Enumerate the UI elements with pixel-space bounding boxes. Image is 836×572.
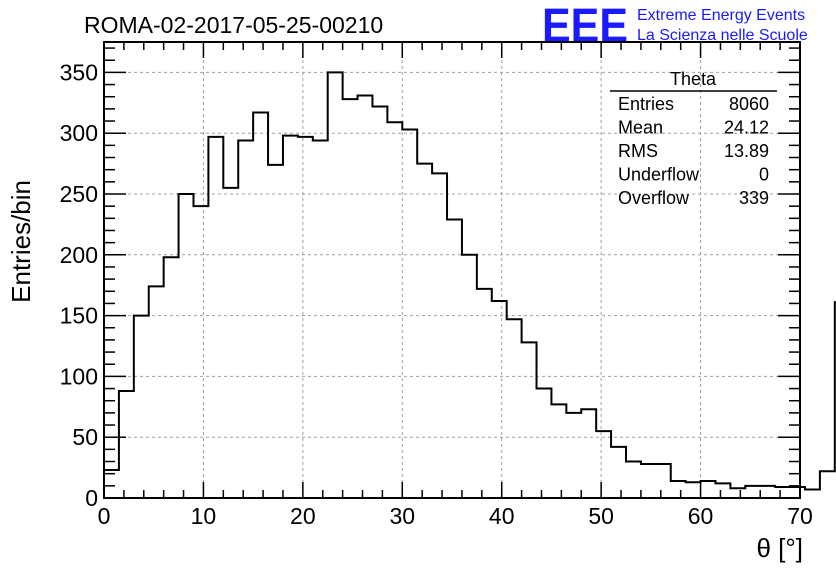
histogram bbox=[103, 71, 836, 498]
histogram-bin bbox=[328, 72, 343, 498]
histogram-bin bbox=[656, 464, 671, 498]
x-tick-label: 40 bbox=[489, 503, 515, 529]
histogram-bin bbox=[522, 342, 537, 498]
histogram-bin bbox=[730, 488, 745, 498]
y-axis-label: Entries/bin bbox=[6, 180, 36, 303]
logo: EEE Extreme Energy Events La Scienza nel… bbox=[542, 0, 808, 53]
histogram-bin bbox=[193, 206, 208, 498]
logo-line-1: Extreme Energy Events bbox=[637, 7, 805, 24]
histogram-bin bbox=[208, 137, 223, 498]
histogram-bin bbox=[134, 316, 149, 498]
stats-value-rms: 13.89 bbox=[724, 141, 769, 161]
y-tick-label: 100 bbox=[60, 363, 98, 389]
histogram-bin bbox=[447, 220, 462, 498]
histogram-bin bbox=[745, 486, 760, 498]
histogram-bin bbox=[820, 471, 835, 498]
y-tick-label: 300 bbox=[60, 120, 98, 146]
histogram-bin bbox=[358, 96, 373, 498]
plot-frame bbox=[103, 41, 801, 499]
histogram-bin bbox=[238, 140, 253, 498]
x-tick-label: 60 bbox=[688, 503, 714, 529]
histogram-bin bbox=[492, 301, 507, 498]
histogram-bin bbox=[641, 464, 656, 498]
x-tick-labels: 0 10 20 30 40 50 60 70 bbox=[98, 503, 813, 529]
histogram-bin bbox=[387, 122, 402, 498]
stats-box: Theta Entries 8060 Mean 24.12 RMS 13.89 Underf… bbox=[610, 69, 777, 208]
histogram-bin bbox=[372, 106, 387, 498]
histogram-bin bbox=[343, 99, 358, 498]
histogram-bin bbox=[566, 413, 581, 498]
histogram-bin bbox=[701, 481, 716, 498]
stats-label-rms: RMS bbox=[618, 141, 658, 161]
histogram-bin bbox=[223, 188, 238, 498]
histogram-bin bbox=[715, 483, 730, 498]
histogram-bin bbox=[283, 136, 298, 498]
stats-value-underflow: 0 bbox=[759, 165, 769, 185]
histogram-bin bbox=[298, 137, 313, 498]
histogram-outline bbox=[103, 71, 836, 498]
x-tick-label: 20 bbox=[290, 503, 316, 529]
x-tick-label: 30 bbox=[389, 503, 415, 529]
histogram-bin bbox=[596, 431, 611, 498]
grid bbox=[104, 42, 800, 498]
y-tick-label: 350 bbox=[60, 59, 98, 85]
histogram-bin bbox=[537, 389, 552, 498]
histogram-bin bbox=[462, 255, 477, 498]
histogram-bin bbox=[253, 113, 268, 498]
histogram-bin bbox=[268, 165, 283, 498]
x-axis-label: θ [°] bbox=[756, 533, 803, 563]
histogram-bin bbox=[149, 286, 164, 498]
axis-ticks bbox=[103, 42, 801, 499]
stats-label-underflow: Underflow bbox=[618, 165, 700, 185]
histogram-bin bbox=[432, 173, 447, 498]
y-tick-label: 0 bbox=[85, 485, 98, 511]
histogram-bin bbox=[775, 487, 790, 498]
histogram-bin bbox=[119, 391, 134, 498]
histogram-bin bbox=[164, 257, 179, 498]
stats-rows: Entries 8060 Mean 24.12 RMS 13.89 Underflow 0 Ov… bbox=[618, 94, 769, 208]
stats-value-mean: 24.12 bbox=[724, 118, 769, 138]
y-tick-label: 150 bbox=[60, 303, 98, 329]
y-tick-label: 200 bbox=[60, 242, 98, 268]
histogram-bin bbox=[611, 447, 626, 498]
histogram-bin bbox=[626, 462, 641, 498]
histogram-bin bbox=[805, 489, 820, 498]
histogram-bin bbox=[477, 289, 492, 498]
stats-value-entries: 8060 bbox=[729, 94, 769, 114]
logo-line-2: La Scienza nelle Scuole bbox=[637, 27, 808, 44]
histogram-bin bbox=[686, 482, 701, 498]
y-tick-label: 50 bbox=[72, 424, 98, 450]
histogram-bin bbox=[402, 130, 417, 498]
histogram-bin bbox=[507, 319, 522, 498]
histogram-bin bbox=[551, 404, 566, 498]
x-tick-label: 50 bbox=[588, 503, 614, 529]
y-tick-label: 250 bbox=[60, 181, 98, 207]
logo-mark: EEE bbox=[542, 0, 628, 53]
stats-value-overflow: 339 bbox=[739, 188, 769, 208]
stats-label-overflow: Overflow bbox=[618, 188, 690, 208]
x-tick-label: 0 bbox=[98, 503, 111, 529]
chart-title: ROMA-02-2017-05-25-00210 bbox=[84, 12, 383, 38]
histogram-bin bbox=[790, 487, 805, 498]
histogram-bin bbox=[179, 194, 194, 498]
x-tick-label: 10 bbox=[191, 503, 217, 529]
histogram-bin bbox=[313, 140, 328, 498]
histogram-bin bbox=[671, 481, 686, 498]
stats-label-entries: Entries bbox=[618, 94, 674, 114]
plot-border bbox=[103, 41, 801, 499]
histogram-bin bbox=[760, 486, 775, 498]
stats-title: Theta bbox=[670, 69, 717, 89]
x-tick-label: 70 bbox=[787, 503, 813, 529]
y-tick-labels: 0 50 100 150 200 250 300 350 bbox=[60, 59, 98, 511]
histogram-bin bbox=[581, 409, 596, 498]
stats-label-mean: Mean bbox=[618, 118, 663, 138]
histogram-bin bbox=[417, 164, 432, 498]
